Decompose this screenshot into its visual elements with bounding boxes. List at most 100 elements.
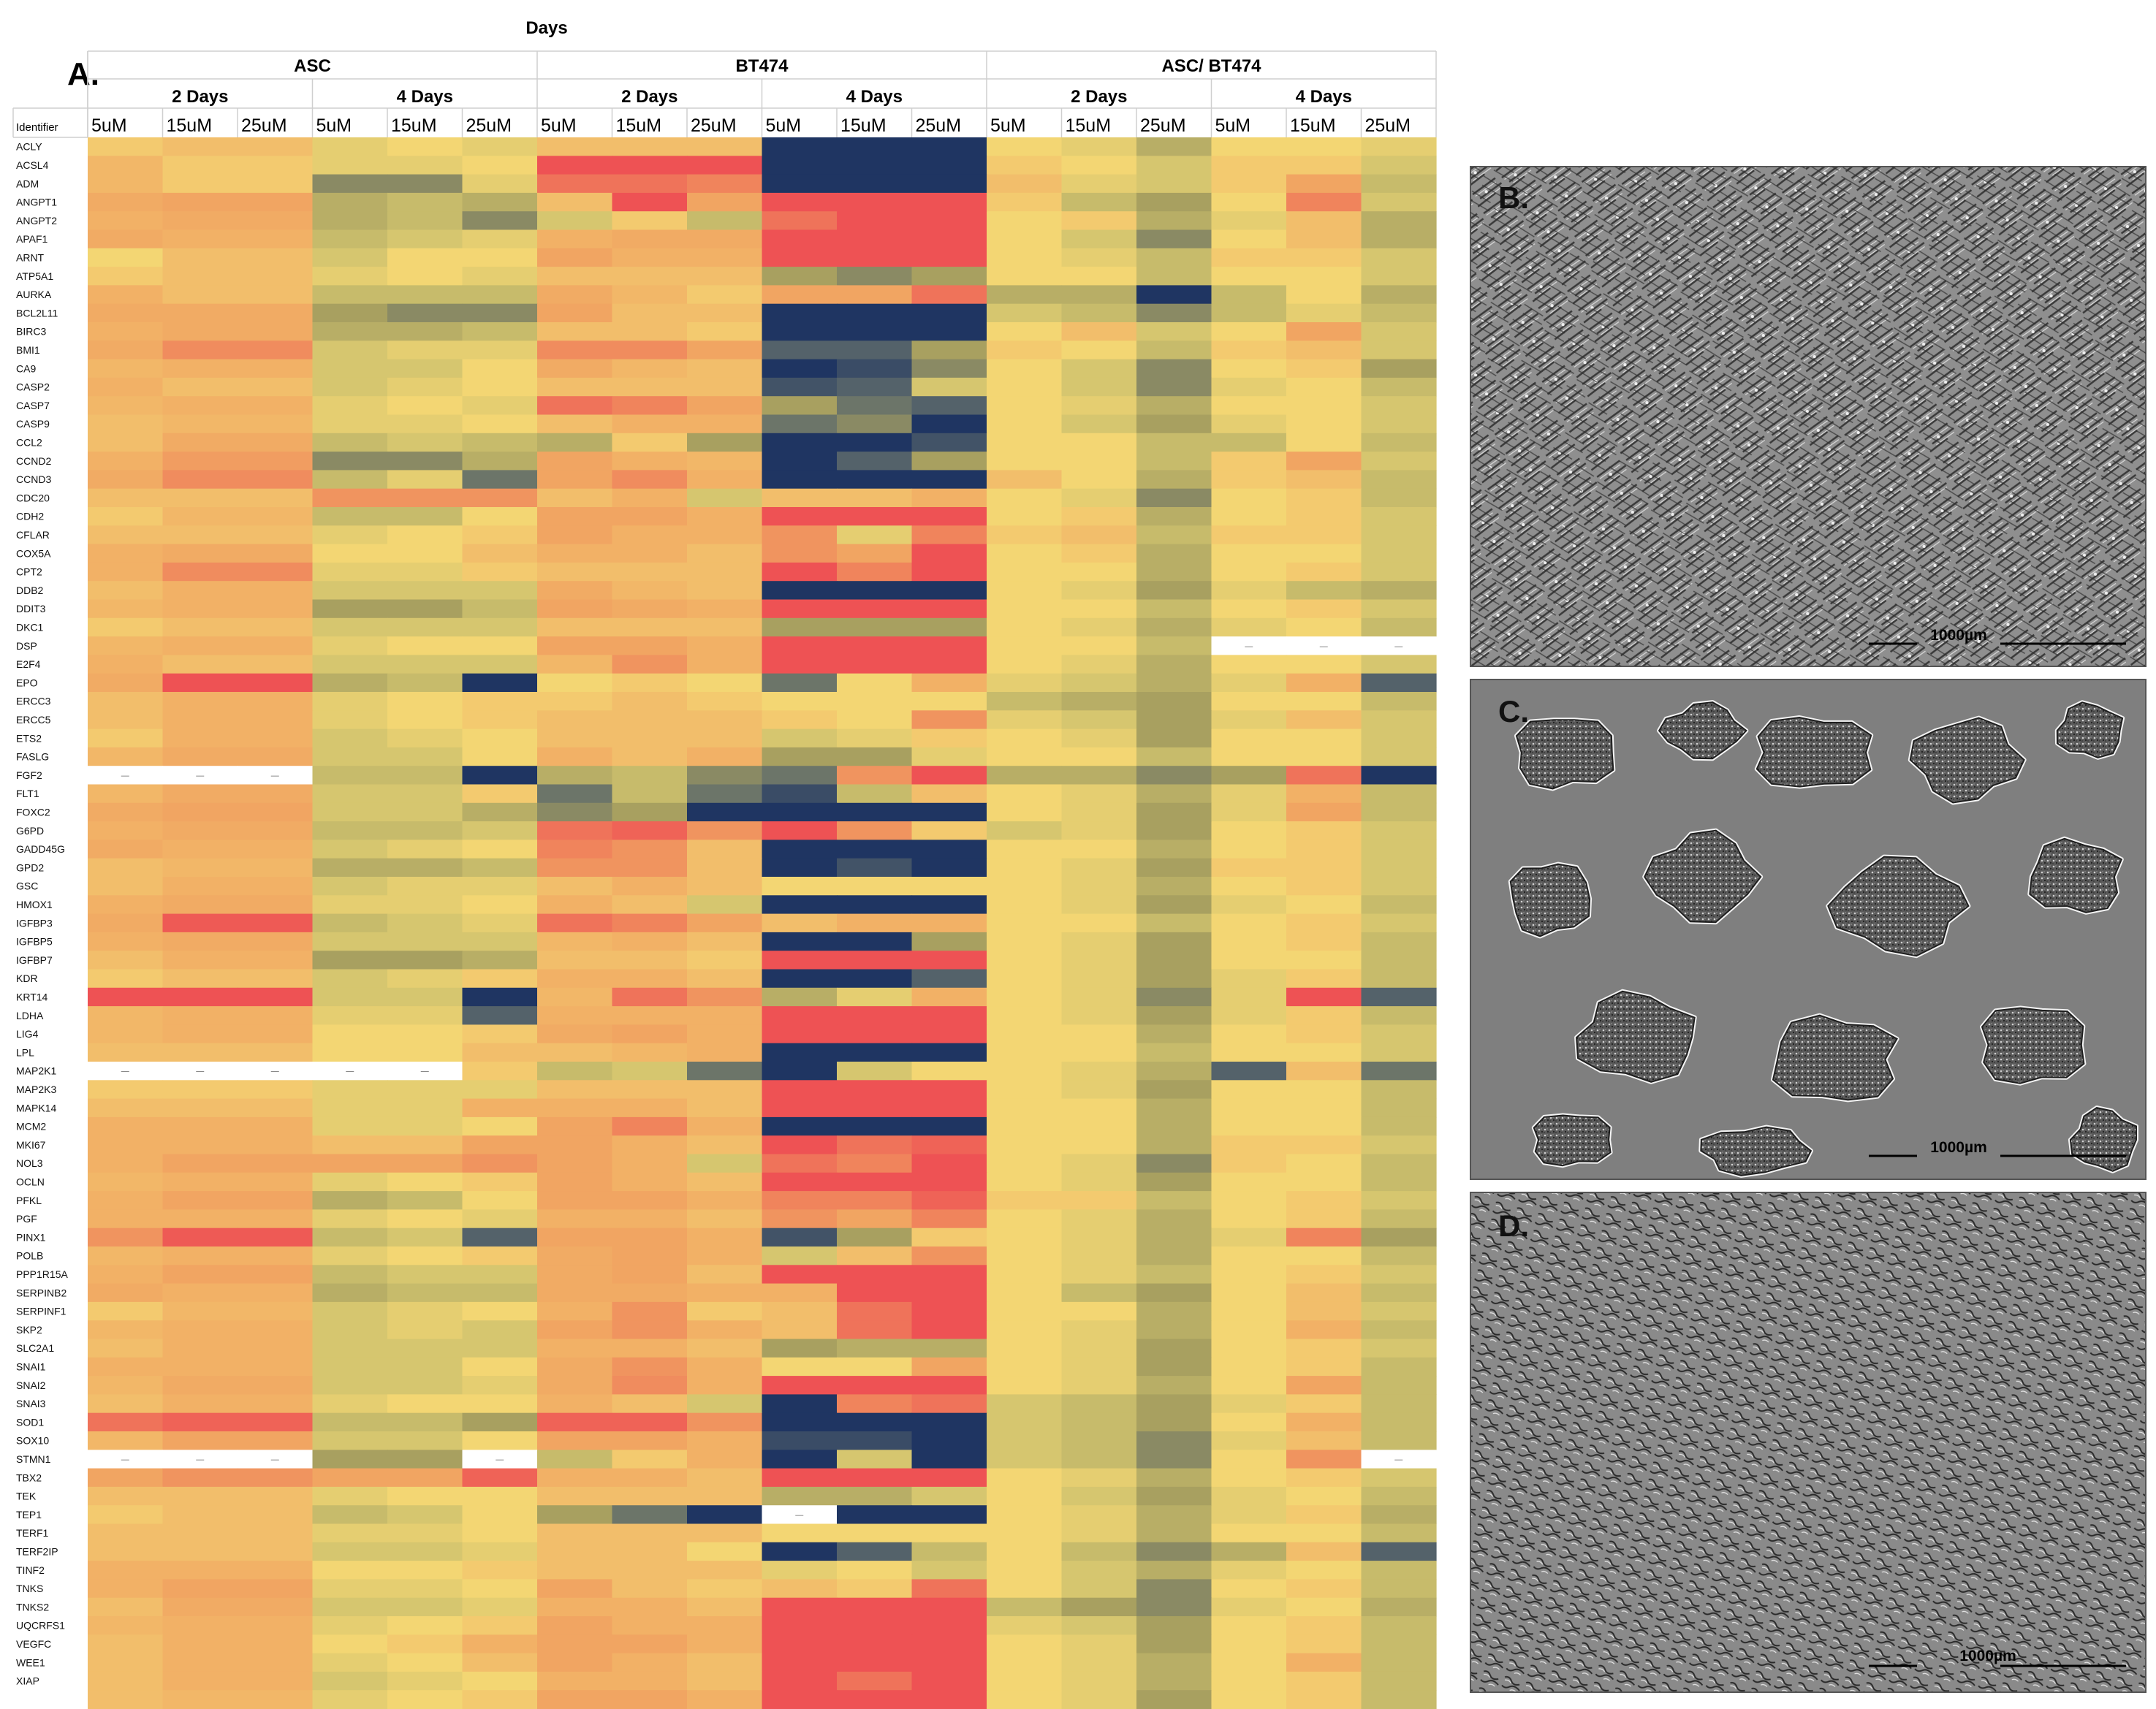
heatmap-cell (88, 137, 164, 156)
heatmap-cell (837, 1265, 913, 1284)
heatmap-cell (312, 377, 388, 397)
heatmap-cell (612, 1116, 688, 1136)
heatmap-cell (238, 507, 314, 526)
heatmap-cell (387, 1080, 463, 1100)
heatmap-cell (911, 858, 987, 878)
heatmap-cell (1061, 562, 1137, 582)
heatmap-cell (88, 1579, 164, 1599)
heatmap-cell (1061, 488, 1137, 508)
heatmap-cell (387, 322, 463, 341)
heatmap-cell (987, 655, 1063, 674)
micrograph-c: C. 1000µm (1470, 679, 2146, 1180)
panel-a-label: A. (67, 56, 99, 92)
heatmap-cell (537, 1357, 613, 1377)
heatmap-cell (537, 544, 613, 563)
heatmap-cell (1061, 1450, 1137, 1469)
dose-header: 15uM (167, 115, 213, 136)
heatmap-cell (911, 1043, 987, 1062)
heatmap-cell (911, 1209, 987, 1229)
heatmap-cell (537, 1283, 613, 1303)
row-label: UQCRFS1 (16, 1620, 65, 1632)
heatmap-cell (1286, 377, 1362, 397)
heatmap-cell (238, 710, 314, 730)
heatmap-cell (387, 1523, 463, 1543)
heatmap-cell (687, 452, 763, 471)
heatmap-cell (1211, 710, 1287, 730)
heatmap-cell (537, 433, 613, 452)
heatmap-cell (1361, 1154, 1437, 1173)
heatmap-cell (762, 1209, 838, 1229)
heatmap-cell (987, 322, 1063, 341)
heatmap-cell (1286, 1634, 1362, 1654)
heatmap-cell (238, 1357, 314, 1377)
heatmap-cell (162, 525, 238, 545)
row-label: TERF1 (16, 1527, 49, 1539)
heatmap-cell (1136, 1024, 1212, 1044)
heatmap-cell (837, 617, 913, 637)
heatmap-cell (1136, 1468, 1212, 1488)
heatmap-cell (537, 784, 613, 804)
heatmap-cell (837, 1154, 913, 1173)
heatmap-cell (687, 359, 763, 378)
heatmap-cell (612, 1154, 688, 1173)
heatmap-cell (537, 951, 613, 970)
heatmap-cell (762, 1080, 838, 1100)
heatmap-cell (1361, 1116, 1437, 1136)
heatmap-cell (612, 562, 688, 582)
heatmap-cell (1211, 285, 1287, 305)
heatmap-cell (1361, 784, 1437, 804)
heatmap-cell (462, 359, 538, 378)
heatmap-cell (987, 1080, 1063, 1100)
heatmap-cell (387, 156, 463, 175)
heatmap-cell (1361, 1246, 1437, 1265)
heatmap-cell (387, 1265, 463, 1284)
heatmap-cell (1286, 913, 1362, 933)
row-label: POLB (16, 1250, 43, 1262)
heatmap-cell (911, 1671, 987, 1691)
heatmap-cell (462, 1616, 538, 1635)
heatmap-cell (1136, 1320, 1212, 1340)
heatmap-cell (462, 1006, 538, 1025)
heatmap-cell (1061, 1043, 1137, 1062)
heatmap-cell (1211, 1116, 1287, 1136)
heatmap-cell (837, 913, 913, 933)
heatmap-cell (1286, 1283, 1362, 1303)
missing-marker: — (346, 1067, 354, 1076)
heatmap-cell (612, 1301, 688, 1321)
heatmap-cell (1061, 322, 1137, 341)
heatmap-cell (762, 1634, 838, 1654)
heatmap-cell (987, 525, 1063, 545)
heatmap-cell (312, 581, 388, 601)
heatmap-cell (911, 1486, 987, 1506)
heatmap-cell (1061, 987, 1137, 1007)
heatmap-cell (762, 932, 838, 951)
heatmap-cell (387, 710, 463, 730)
heatmap-cell (1361, 673, 1437, 693)
heatmap-cell (987, 969, 1063, 989)
heatmap-cell (1136, 987, 1212, 1007)
heatmap-cell (1361, 1394, 1437, 1414)
heatmap-cell (1061, 396, 1137, 416)
heatmap-cell (387, 1339, 463, 1358)
heatmap-cell (1286, 784, 1362, 804)
heatmap-cell (911, 784, 987, 804)
heatmap-cell (537, 488, 613, 508)
heatmap-cell (762, 1135, 838, 1155)
heatmap-cell (987, 285, 1063, 305)
heatmap-cell (88, 1320, 164, 1340)
heatmap-cell (987, 1505, 1063, 1525)
heatmap-cell (1286, 414, 1362, 434)
heatmap-cell (837, 396, 913, 416)
heatmap-cell (238, 1431, 314, 1450)
heatmap-cell (162, 932, 238, 951)
heatmap-cell (462, 1357, 538, 1377)
heatmap-cell (1136, 562, 1212, 582)
heatmap-cell (312, 267, 388, 286)
heatmap-cell (911, 932, 987, 951)
heatmap-cell (537, 1227, 613, 1247)
heatmap-cell (687, 1227, 763, 1247)
heatmap-cell (911, 1431, 987, 1450)
heatmap-cell (1136, 1227, 1212, 1247)
heatmap-cell (987, 1116, 1063, 1136)
heatmap-cell (387, 1394, 463, 1414)
